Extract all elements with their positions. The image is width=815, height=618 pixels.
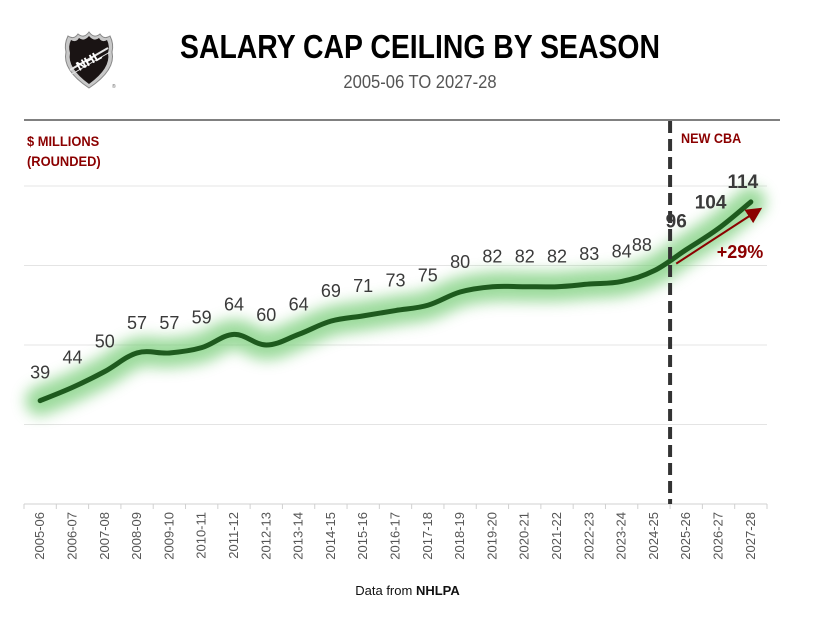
data-label: 82 [515, 247, 535, 267]
x-tick-label: 2027-28 [743, 512, 758, 560]
data-label: 57 [159, 313, 179, 333]
x-tick-label: 2013-14 [291, 512, 306, 560]
source-prefix: Data from [355, 583, 416, 598]
x-tick-label: 2025-26 [678, 512, 693, 560]
header-divider [24, 119, 780, 121]
data-label: 114 [728, 172, 759, 193]
x-tick-label: 2021-22 [549, 512, 564, 560]
x-tick-label: 2012-13 [258, 512, 273, 560]
data-label: 96 [666, 212, 687, 233]
data-label: 64 [224, 294, 244, 314]
data-label: 80 [450, 252, 470, 272]
data-label: 69 [321, 281, 341, 301]
source-name: NHLPA [415, 583, 460, 598]
data-label: 84 [612, 241, 632, 261]
x-tick-label: 2009-10 [161, 512, 176, 560]
data-label: 50 [95, 332, 115, 352]
x-tick-label: 2019-20 [484, 512, 499, 560]
x-tick-label: 2023-24 [614, 512, 629, 560]
growth-label: +29% [717, 242, 764, 262]
data-label: 44 [62, 347, 82, 367]
data-label: 88 [632, 235, 652, 255]
chart-subtitle: 2005-06 TO 2027-28 [343, 72, 497, 92]
x-tick-label: 2020-21 [517, 512, 532, 560]
x-tick-label: 2010-11 [194, 512, 209, 559]
data-label: 82 [482, 247, 502, 267]
data-label: 83 [579, 244, 599, 264]
x-tick-label: 2014-15 [323, 512, 338, 560]
new-cba-label: NEW CBA [681, 130, 742, 146]
x-tick-label: 2018-19 [452, 512, 467, 560]
x-tick-label: 2015-16 [355, 512, 370, 560]
x-tick-label: 2024-25 [646, 512, 661, 560]
data-label: 104 [695, 192, 727, 213]
chart-title: SALARY CAP CEILING BY SEASON [180, 28, 660, 65]
x-tick-label: 2026-27 [711, 512, 726, 560]
x-tick-label: 2008-09 [129, 512, 144, 560]
data-label: 82 [547, 247, 567, 267]
x-tick-label: 2006-07 [64, 512, 79, 560]
data-label: 59 [192, 308, 212, 328]
x-tick-label: 2017-18 [420, 512, 435, 560]
data-label: 57 [127, 313, 147, 333]
nhl-logo-icon: NHL ® [60, 30, 118, 92]
data-label: 39 [30, 363, 50, 383]
growth-arrow [675, 207, 763, 265]
unit-line-1: $ MILLIONS [27, 133, 100, 149]
source-footer: Data from NHLPA [0, 583, 815, 598]
data-label: 75 [418, 265, 438, 285]
x-tick-label: 2007-08 [97, 512, 112, 560]
series-line [37, 199, 754, 404]
data-label: 71 [353, 276, 373, 296]
y-axis-unit-label: $ MILLIONS (ROUNDED) [27, 131, 101, 171]
data-label: 64 [289, 294, 309, 314]
data-label: 73 [385, 271, 405, 291]
x-tick-label: 2016-17 [388, 512, 403, 560]
x-tick-label: 2005-06 [32, 512, 47, 560]
series-glow [25, 186, 766, 416]
x-tick-label: 2011-12 [226, 512, 241, 559]
unit-line-2: (ROUNDED) [27, 153, 101, 169]
data-label: 60 [256, 305, 276, 325]
svg-text:®: ® [112, 83, 116, 90]
x-tick-label: 2022-23 [581, 512, 596, 560]
